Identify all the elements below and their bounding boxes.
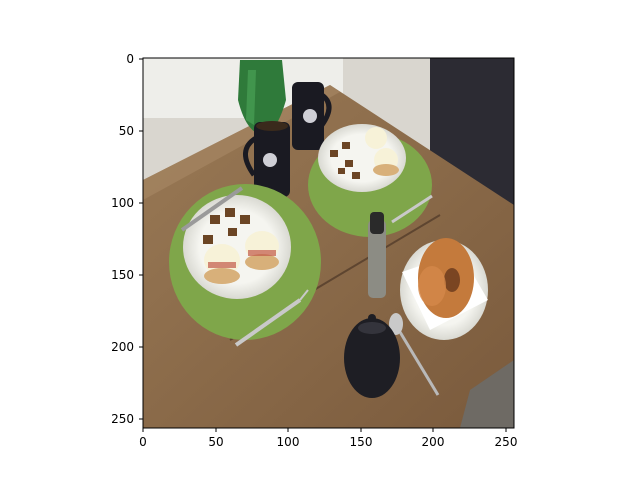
x-tick-label: 100: [277, 435, 300, 449]
plate: [183, 195, 291, 299]
fork: [391, 194, 433, 224]
x-tick-label: 0: [139, 435, 147, 449]
y-tick-label: 100: [111, 196, 134, 210]
y-tick-label: 200: [111, 340, 134, 354]
teapot: [344, 314, 400, 398]
y-tick-label: 250: [111, 412, 134, 426]
pepper-grinder: [368, 212, 386, 298]
y-axis: 0 50 100 150 200 250: [111, 52, 143, 426]
spoon: [389, 313, 440, 396]
mug: [243, 121, 290, 197]
knife: [180, 186, 244, 232]
y-tick-label: 0: [126, 52, 134, 66]
x-tick-label: 250: [495, 435, 518, 449]
y-tick-label: 150: [111, 268, 134, 282]
photo: [143, 58, 514, 428]
plate: [400, 238, 488, 340]
vase: [238, 60, 286, 135]
x-tick-label: 50: [208, 435, 223, 449]
x-axis: 0 50 100 150 200 250: [139, 428, 517, 449]
plot-frame: [142, 57, 515, 429]
x-tick-label: 200: [422, 435, 445, 449]
mug: [292, 82, 332, 150]
x-tick-label: 150: [350, 435, 373, 449]
y-tick-label: 50: [119, 124, 134, 138]
fork: [234, 289, 309, 347]
plate: [318, 124, 406, 192]
